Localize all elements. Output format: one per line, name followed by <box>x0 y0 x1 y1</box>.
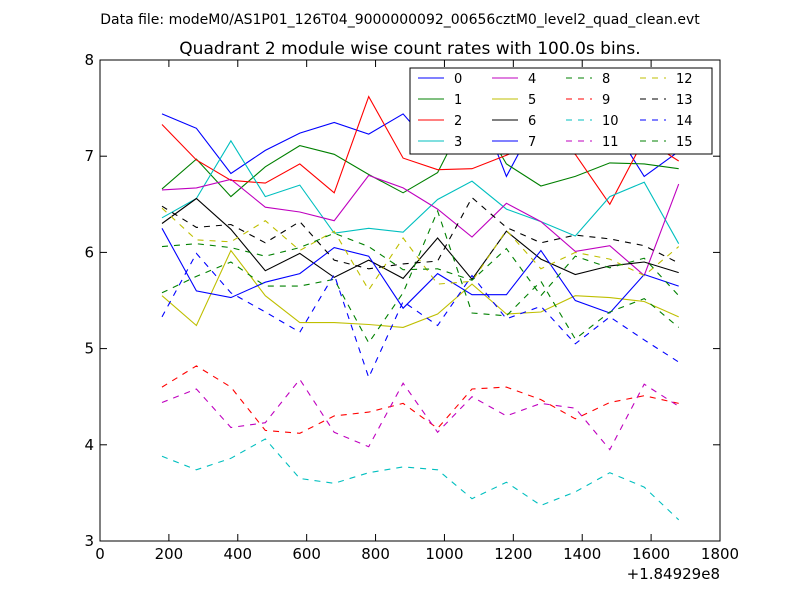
x-tick-label: 600 <box>292 545 321 563</box>
legend-label-5: 5 <box>528 93 536 108</box>
chart-title: Quadrant 2 module wise count rates with … <box>179 39 640 59</box>
x-tick-label: 400 <box>223 545 252 563</box>
legend-label-8: 8 <box>602 72 610 87</box>
series-layer <box>161 86 680 521</box>
legend-label-9: 9 <box>602 93 610 108</box>
y-tick-label: 7 <box>84 147 94 165</box>
plot-frame <box>99 59 721 542</box>
legend-label-6: 6 <box>528 114 536 129</box>
x-tick-label: 1800 <box>701 545 739 563</box>
legend-label-11: 11 <box>602 135 619 150</box>
x-tick-label: 1400 <box>563 545 601 563</box>
legend-label-15: 15 <box>676 135 693 150</box>
legend-label-10: 10 <box>602 114 619 129</box>
legend-label-12: 12 <box>676 72 693 87</box>
x-tick-label: 1200 <box>494 545 532 563</box>
series-line-14 <box>161 252 679 380</box>
series-line-12 <box>161 207 680 291</box>
legend-box <box>409 67 713 155</box>
x-tick-label: 800 <box>361 545 390 563</box>
y-tick-label: 8 <box>84 51 94 69</box>
x-tick-label: 0 <box>95 545 105 563</box>
series-line-4 <box>161 174 680 277</box>
series-line-5 <box>161 249 679 328</box>
figure-suptitle: Data file: modeM0/AS1P01_126T04_90000000… <box>100 12 700 28</box>
series-line-2 <box>161 95 679 206</box>
legend-label-2: 2 <box>454 114 462 129</box>
legend-label-0: 0 <box>454 72 462 87</box>
series-line-6 <box>161 197 679 281</box>
y-tick-label: 5 <box>84 340 94 358</box>
x-tick-label: 200 <box>155 545 184 563</box>
x-offset-label: +1.84929e8 <box>627 565 720 583</box>
legend-label-1: 1 <box>454 93 462 108</box>
series-line-8 <box>161 209 680 344</box>
legend-label-7: 7 <box>528 135 536 150</box>
series-line-7 <box>161 228 679 314</box>
legend-label-14: 14 <box>676 114 693 129</box>
series-line-13 <box>161 196 679 270</box>
series-line-15 <box>161 232 680 297</box>
series-line-3 <box>161 139 680 244</box>
series-line-10 <box>161 438 680 521</box>
x-tick-label: 1000 <box>425 545 463 563</box>
legend-label-4: 4 <box>528 72 536 87</box>
legend-label-3: 3 <box>454 135 462 150</box>
series-line-9 <box>161 365 679 434</box>
y-tick-label: 4 <box>84 436 94 454</box>
y-tick-label: 6 <box>84 243 94 261</box>
x-tick-label: 1600 <box>632 545 670 563</box>
legend-label-13: 13 <box>676 93 693 108</box>
y-tick-label: 3 <box>84 532 94 550</box>
tick-layer: 0 200 400 600 800 1000 1200 1400 1600 1800 3 4 5 6 7 8 <box>84 51 739 563</box>
